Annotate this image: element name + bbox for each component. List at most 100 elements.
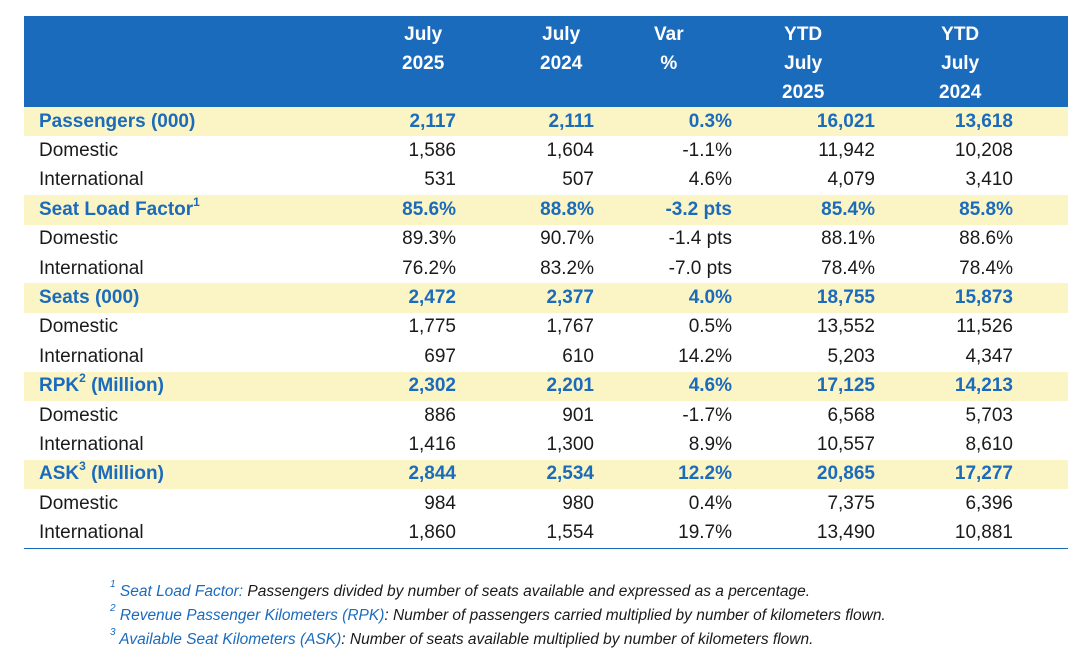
footnote-term: Revenue Passenger Kilometers (RPK) <box>119 607 385 624</box>
row-value: 78.4% <box>875 253 1013 284</box>
row-value: 7,375 <box>732 489 875 519</box>
group-value: 2,201 <box>456 371 594 401</box>
row-value: 6,396 <box>875 489 1013 519</box>
row-label: Domestic <box>24 224 320 254</box>
footnote-number: 3 <box>110 626 116 638</box>
header-july-2024: July 2024 <box>456 16 594 107</box>
row-value: 10,208 <box>875 136 1013 166</box>
row-value: 6,568 <box>732 400 875 431</box>
row-value: 5,203 <box>732 342 875 372</box>
row-value: 76.2% <box>320 253 456 284</box>
header-line: 2025 <box>402 53 445 74</box>
group-value: 88.8% <box>456 195 594 225</box>
header-empty-cell <box>24 16 320 107</box>
row-value: 886 <box>320 400 456 431</box>
header-line: Var <box>654 24 684 45</box>
header-ytd-july-2025: YTD July 2025 <box>732 16 875 107</box>
group-value: 2,111 <box>456 107 594 137</box>
header-line: 2025 <box>782 82 825 103</box>
row-value: 1,300 <box>456 430 594 460</box>
row-value: 531 <box>320 165 456 196</box>
trailing-cell <box>1013 165 1068 196</box>
group-label: RPK2 (Million) <box>24 370 320 401</box>
trailing-cell <box>1013 283 1068 313</box>
group-label: Seat Load Factor1 <box>24 195 320 225</box>
group-value: 13,618 <box>875 107 1013 137</box>
row-value: 90.7% <box>456 224 594 254</box>
group-label-text: Seat Load Factor <box>39 198 194 220</box>
traffic-statistics-table: July 2025 July 2024 Var% YTD July 2025 YTD Ju… <box>24 16 1068 549</box>
row-value: 1,767 <box>456 312 594 343</box>
group-value: 2,844 <box>320 459 456 490</box>
group-value: 15,873 <box>875 283 1013 313</box>
table-row-group: Passengers (000) 2,117 2,111 0.3% 16,021 13,6… <box>24 107 1068 137</box>
row-value: 1,586 <box>320 136 456 166</box>
row-value: 1,554 <box>456 518 594 549</box>
footnote-number: 2 <box>110 602 116 614</box>
header-line: 2024 <box>540 53 583 74</box>
trailing-cell <box>1013 107 1068 137</box>
footnote-3: 3 Available Seat Kilometers (ASK): Numbe… <box>110 626 1060 652</box>
row-label: International <box>24 342 320 372</box>
group-value: 2,377 <box>456 283 594 313</box>
row-value: 984 <box>320 489 456 519</box>
row-value: -1.4 pts <box>594 224 732 254</box>
table-row: International 1,860 1,554 19.7% 13,490 10,881 <box>24 518 1068 549</box>
table-row: International 1,416 1,300 8.9% 10,557 8,610 <box>24 430 1068 460</box>
header-line: July <box>542 24 581 45</box>
group-label: ASK3 (Million) <box>24 459 320 490</box>
row-value: 1,604 <box>456 136 594 166</box>
group-value: 2,117 <box>320 107 456 137</box>
group-label-text: ASK <box>39 463 80 485</box>
group-value: 18,755 <box>732 283 875 313</box>
row-value: 8,610 <box>875 430 1013 460</box>
row-label: International <box>24 253 320 284</box>
group-value: -3.2 pts <box>594 195 732 225</box>
trailing-cell <box>1013 342 1068 372</box>
header-line: July <box>784 53 823 74</box>
group-value: 16,021 <box>732 107 875 137</box>
row-value: 1,416 <box>320 430 456 460</box>
trailing-cell <box>1013 518 1068 549</box>
trailing-cell <box>1013 253 1068 284</box>
header-line: July <box>941 53 980 74</box>
group-value: 20,865 <box>732 459 875 490</box>
trailing-cell <box>1013 195 1068 225</box>
group-value: 0.3% <box>594 107 732 137</box>
group-value: 2,302 <box>320 371 456 401</box>
table-row-group: Seats (000) 2,472 2,377 4.0% 18,755 15,873 <box>24 283 1068 313</box>
row-value: 3,410 <box>875 165 1013 196</box>
footnote-text: Passengers divided by number of seats av… <box>243 583 811 600</box>
group-value: 12.2% <box>594 459 732 490</box>
row-value: 13,552 <box>732 312 875 343</box>
table-body: Passengers (000) 2,117 2,111 0.3% 16,021 13,6… <box>24 107 1068 549</box>
header-trailing-cell <box>1013 16 1068 107</box>
row-value: 88.6% <box>875 224 1013 254</box>
table-row-group: Seat Load Factor1 85.6% 88.8% -3.2 pts 85.4%… <box>24 195 1068 225</box>
row-value: 11,942 <box>732 136 875 166</box>
table-row: Domestic 886 901 -1.7% 6,568 5,703 <box>24 400 1068 431</box>
footnote-marker: 2 <box>79 370 86 385</box>
trailing-cell <box>1013 224 1068 254</box>
trailing-cell <box>1013 400 1068 431</box>
row-value: 83.2% <box>456 253 594 284</box>
group-value: 4.6% <box>594 371 732 401</box>
row-value: -7.0 pts <box>594 253 732 284</box>
group-label: Seats (000) <box>24 283 320 313</box>
header-line: 2024 <box>939 82 982 103</box>
group-label: Passengers (000) <box>24 107 320 137</box>
table-row-group: RPK2 (Million) 2,302 2,201 4.6% 17,125 14,213 <box>24 370 1068 401</box>
row-value: 980 <box>456 489 594 519</box>
row-label: Domestic <box>24 400 320 431</box>
group-label-text: RPK <box>39 375 80 397</box>
group-label-text: Seats (000) <box>39 287 140 309</box>
table-row: International 76.2% 83.2% -7.0 pts 78.4% 78.4… <box>24 253 1068 284</box>
footnote-1: 1 Seat Load Factor: Passengers divided b… <box>110 579 1060 604</box>
trailing-cell <box>1013 489 1068 519</box>
table-row: Domestic 984 980 0.4% 7,375 6,396 <box>24 489 1068 519</box>
group-value: 17,125 <box>732 371 875 401</box>
row-value: 88.1% <box>732 224 875 254</box>
trailing-cell <box>1013 459 1068 490</box>
group-value: 85.4% <box>732 195 875 225</box>
row-label: International <box>24 165 320 196</box>
